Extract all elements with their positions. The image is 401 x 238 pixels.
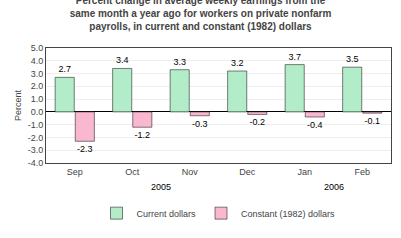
svg-text:-0.4: -0.4	[307, 120, 323, 130]
svg-text:Jan: Jan	[297, 167, 312, 177]
svg-text:Constant (1982) dollars: Constant (1982) dollars	[241, 209, 335, 219]
svg-text:3.0: 3.0	[31, 69, 44, 79]
svg-text:2.7: 2.7	[58, 64, 71, 74]
svg-text:-4.0: -4.0	[28, 158, 44, 168]
svg-text:3.5: 3.5	[346, 54, 359, 64]
svg-text:Current dollars: Current dollars	[137, 209, 197, 219]
svg-text:-2.0: -2.0	[28, 133, 44, 143]
svg-text:-0.1: -0.1	[365, 116, 381, 126]
svg-text:2006: 2006	[324, 182, 344, 192]
svg-text:Nov: Nov	[182, 167, 199, 177]
svg-text:Percent: Percent	[13, 89, 23, 121]
svg-text:3.7: 3.7	[288, 52, 301, 62]
svg-text:2.0: 2.0	[31, 81, 44, 91]
svg-text:1.0: 1.0	[31, 94, 44, 104]
svg-text:Sep: Sep	[67, 167, 83, 177]
svg-text:Percent change in average week: Percent change in average weekly earning…	[70, 0, 332, 32]
svg-text:0.0: 0.0	[31, 107, 44, 117]
svg-text:Dec: Dec	[239, 167, 256, 177]
svg-text:-3.0: -3.0	[28, 145, 44, 155]
svg-text:Feb: Feb	[354, 167, 370, 177]
svg-text:-1.0: -1.0	[28, 120, 44, 130]
svg-text:3.3: 3.3	[173, 57, 186, 67]
svg-text:Oct: Oct	[125, 167, 140, 177]
svg-text:2005: 2005	[151, 182, 171, 192]
svg-text:3.4: 3.4	[116, 55, 129, 65]
svg-text:5.0: 5.0	[31, 43, 44, 53]
svg-text:-1.2: -1.2	[135, 130, 151, 140]
svg-text:4.0: 4.0	[31, 56, 44, 66]
svg-text:-2.3: -2.3	[77, 144, 93, 154]
svg-text:3.2: 3.2	[231, 58, 244, 68]
svg-text:-0.3: -0.3	[192, 119, 208, 129]
svg-text:-0.2: -0.2	[250, 117, 266, 127]
